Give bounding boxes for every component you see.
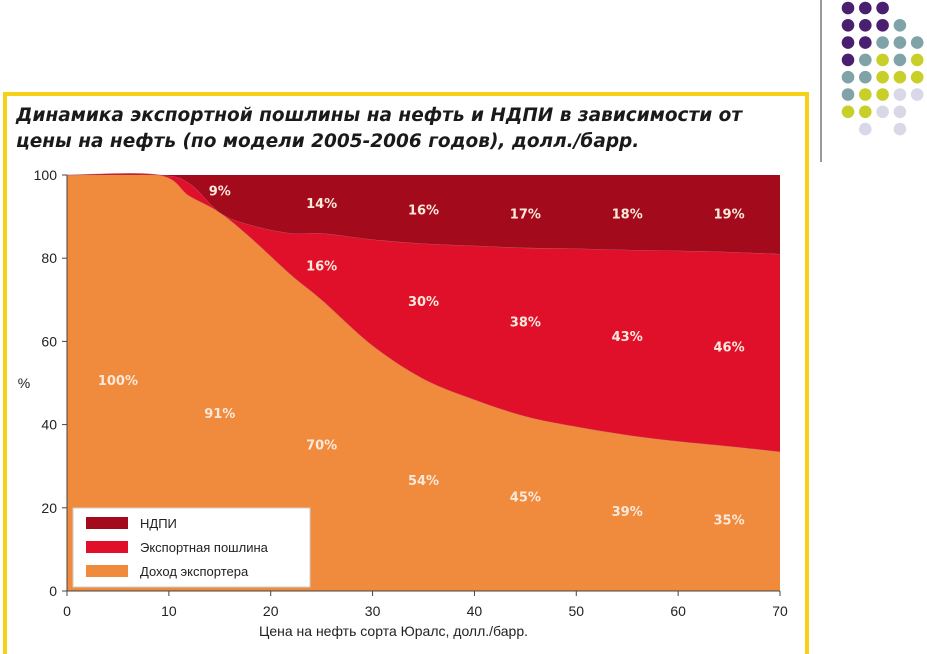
y-tick-label: 100 bbox=[34, 167, 58, 183]
decorative-dot bbox=[876, 88, 889, 101]
data-label: 70% bbox=[306, 438, 337, 453]
area-ndpi bbox=[67, 174, 780, 255]
x-tick-label: 10 bbox=[161, 603, 177, 619]
x-axis-label: Цена на нефть сорта Юралс, долл./барр. bbox=[259, 623, 528, 639]
decorative-dot bbox=[910, 53, 924, 67]
legend-entry: НДПИ bbox=[140, 516, 177, 531]
y-tick-label: 40 bbox=[41, 417, 57, 433]
decorative-dot bbox=[876, 19, 889, 32]
x-tick-label: 70 bbox=[772, 603, 788, 619]
y-tick-label: 0 bbox=[49, 583, 57, 599]
y-axis-label: % bbox=[18, 375, 30, 391]
data-label: 19% bbox=[714, 208, 745, 223]
data-label: 38% bbox=[510, 316, 541, 331]
data-label: 18% bbox=[612, 208, 643, 223]
decorative-dot bbox=[910, 88, 924, 101]
decorative-dot bbox=[841, 105, 855, 119]
decorative-dot bbox=[893, 36, 907, 49]
chart-title-line-2: цены на нефть (по модели 2005-2006 годов… bbox=[16, 131, 640, 152]
decorative-dot bbox=[859, 36, 872, 49]
decorative-dot bbox=[859, 1, 872, 15]
decorative-dot bbox=[910, 70, 924, 84]
area-export-duty bbox=[67, 173, 780, 452]
chart-title: Динамика экспортной пошлины на нефть и Н… bbox=[16, 103, 796, 155]
decorative-dot bbox=[859, 53, 872, 67]
decorative-vertical-line bbox=[820, 0, 822, 162]
x-tick-label: 60 bbox=[670, 603, 686, 619]
legend-entry: Экспортная пошлина bbox=[140, 540, 269, 555]
decorative-dot bbox=[859, 70, 872, 84]
chart-frame bbox=[3, 92, 809, 654]
legend-swatch bbox=[86, 517, 128, 529]
decorative-dot bbox=[910, 36, 924, 49]
x-tick-label: 40 bbox=[467, 603, 483, 619]
legend-swatch bbox=[86, 541, 128, 553]
data-label: 14% bbox=[306, 197, 337, 212]
y-tick-label: 60 bbox=[41, 333, 57, 349]
decorative-dot bbox=[893, 88, 907, 101]
decorative-dot bbox=[841, 53, 855, 67]
decorative-dot-grid bbox=[841, 1, 924, 136]
area-exporter-income bbox=[67, 173, 780, 592]
data-label: 39% bbox=[612, 505, 643, 520]
x-tick-label: 30 bbox=[365, 603, 381, 619]
decorative-dot bbox=[876, 105, 889, 119]
decorative-dot bbox=[859, 88, 872, 101]
data-label: 17% bbox=[510, 208, 541, 223]
stacked-area-chart: 0 20 40 60 80 100 0 10 20 30 40 50 60 70% Цена на нефт… bbox=[18, 167, 788, 639]
decorative-dot bbox=[876, 53, 889, 67]
legend-entry: Доход экспортера bbox=[140, 564, 249, 579]
decorative-dot bbox=[876, 70, 889, 84]
decorative-dot bbox=[859, 19, 872, 32]
decorative-dot bbox=[893, 53, 907, 67]
x-tick-label: 0 bbox=[63, 603, 71, 619]
decorative-dot bbox=[893, 70, 907, 84]
x-tick-label: 20 bbox=[263, 603, 279, 619]
y-tick-label: 80 bbox=[41, 250, 57, 266]
decorative-dot bbox=[876, 1, 889, 15]
data-label: 9% bbox=[209, 185, 231, 200]
decorative-dot bbox=[841, 88, 855, 101]
decorative-dot bbox=[893, 105, 907, 119]
data-label: 43% bbox=[612, 330, 643, 345]
chart-title-line-1: Динамика экспортной пошлины на нефть и Н… bbox=[16, 105, 743, 126]
decorative-dot bbox=[841, 70, 855, 84]
decorative-dot bbox=[893, 19, 907, 32]
decorative-dot bbox=[876, 36, 889, 49]
data-label: 45% bbox=[510, 490, 541, 505]
data-label: 46% bbox=[714, 341, 745, 356]
decorative-dot bbox=[841, 36, 855, 49]
data-label: 100% bbox=[98, 374, 138, 389]
x-tick-label: 50 bbox=[568, 603, 584, 619]
decorative-dot bbox=[841, 19, 855, 32]
decorative-dot bbox=[859, 122, 872, 136]
data-label: 91% bbox=[204, 407, 235, 422]
decorative-dot bbox=[859, 105, 872, 119]
legend: НДПИ Экспортная пошлина Доход экспортера bbox=[72, 507, 311, 588]
legend-swatch bbox=[86, 565, 128, 577]
data-label: 16% bbox=[306, 260, 337, 275]
decorative-dot bbox=[841, 1, 855, 15]
y-tick-label: 20 bbox=[41, 500, 57, 516]
data-label: 54% bbox=[408, 474, 439, 489]
decorative-dot bbox=[893, 122, 907, 136]
data-label: 16% bbox=[408, 203, 439, 218]
data-label: 35% bbox=[714, 513, 745, 528]
data-label: 30% bbox=[408, 295, 439, 310]
